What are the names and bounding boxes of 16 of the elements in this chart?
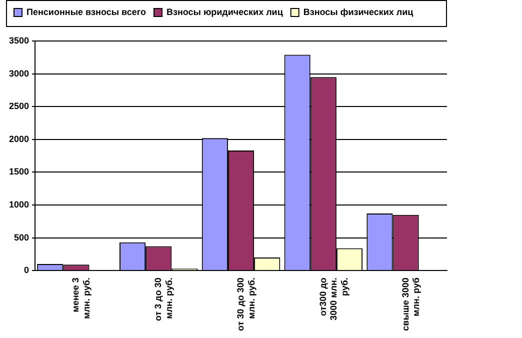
legend-label: Взносы физических лиц: [303, 6, 414, 17]
y-tick-label: 2000: [8, 134, 30, 144]
x-tick-label: менее 3 млн. руб.: [70, 278, 92, 319]
y-tick-label: 3500: [8, 35, 30, 46]
y-tick-label: 2500: [8, 101, 30, 112]
y-tick-label: 1000: [8, 199, 30, 210]
y-tick-label: 1500: [8, 166, 30, 177]
y-tick-label: 0: [24, 265, 30, 276]
legend-label: Пенсионные взносы всего: [26, 6, 146, 17]
x-tick-label: от 3 до 30 млн. руб.: [153, 278, 174, 321]
x-tick-label: от300 до 3000 млн. руб.: [318, 277, 350, 320]
x-tick-label: свыше 3000 млн. руб: [400, 277, 422, 331]
legend-label: Взносы юридических лиц: [166, 6, 284, 17]
x-tick-label: от 30 до 300 млн. руб.: [235, 278, 256, 331]
y-tick-label: 3000: [8, 68, 30, 78]
y-tick-label: 500: [14, 232, 30, 242]
